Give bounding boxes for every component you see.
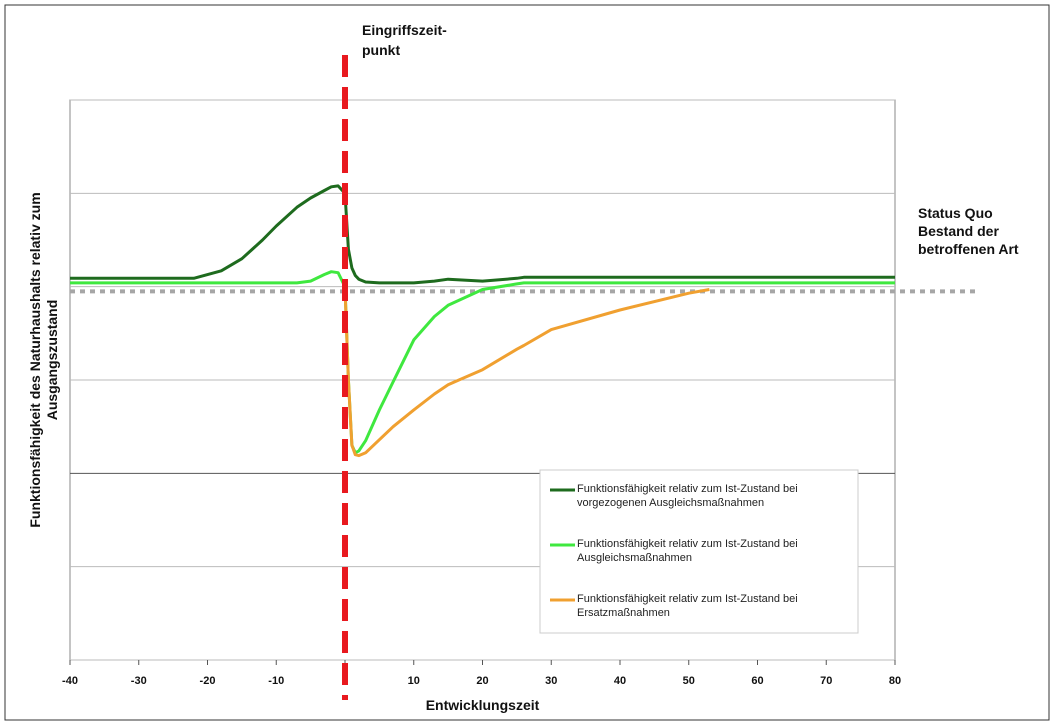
x-axis-label: Entwicklungszeit	[426, 697, 540, 713]
legend-entry: Funktionsfähigkeit relativ zum Ist-Zusta…	[577, 538, 798, 564]
legend-label: Funktionsfähigkeit relativ zum Ist-Zusta…	[577, 593, 798, 619]
y-axis-label: Funktionsfähigkeit des Naturhaushalts re…	[27, 192, 43, 527]
series-line	[343, 288, 710, 458]
x-tick-label: -10	[268, 675, 284, 687]
status-quo-label: Status Quo	[918, 205, 993, 221]
legend-label: Funktionsfähigkeit relativ zum Ist-Zusta…	[577, 483, 798, 509]
x-tick-label: 40	[614, 675, 626, 687]
x-tick-label: 50	[683, 675, 695, 687]
status-quo-label: betroffenen Art	[918, 241, 1019, 257]
intervention-label: punkt	[362, 42, 400, 58]
x-tick-label: 20	[476, 675, 488, 687]
status-quo-label: Bestand der	[918, 223, 999, 239]
series-line	[70, 270, 895, 455]
y-axis-label: Ausgangszustand	[44, 300, 60, 421]
legend-entry: Funktionsfähigkeit relativ zum Ist-Zusta…	[577, 483, 798, 509]
x-tick-label: -40	[62, 675, 78, 687]
x-tick-label: 30	[545, 675, 557, 687]
x-tick-label: 80	[889, 675, 901, 687]
x-tick-label: -30	[131, 675, 147, 687]
legend-entry: Funktionsfähigkeit relativ zum Ist-Zusta…	[577, 593, 798, 619]
legend	[539, 469, 859, 634]
frame	[4, 4, 1050, 721]
x-tick-label: -20	[200, 675, 216, 687]
x-tick-label: 60	[751, 675, 763, 687]
series-line	[70, 184, 895, 285]
x-tick-label: 70	[820, 675, 832, 687]
legend-label: Funktionsfähigkeit relativ zum Ist-Zusta…	[577, 538, 798, 564]
intervention-label: Eingriffszeit-	[362, 22, 447, 38]
x-tick-label: 10	[408, 675, 420, 687]
